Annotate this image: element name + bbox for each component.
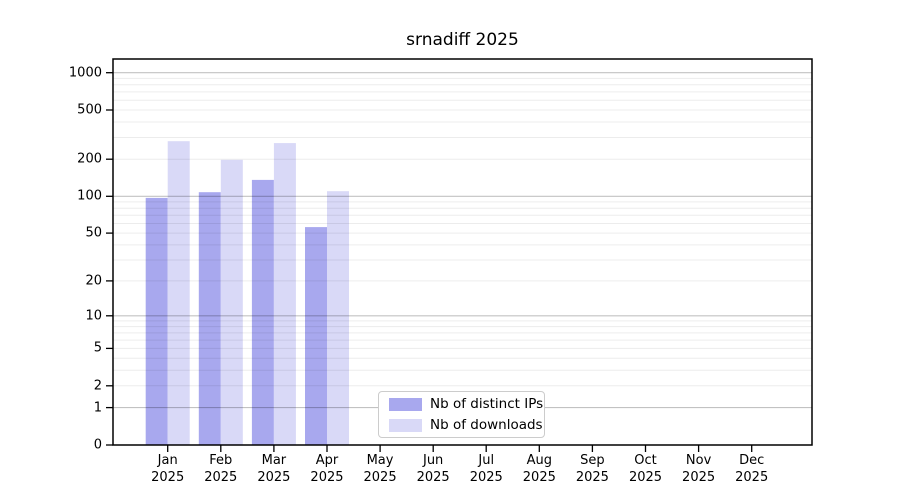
x-tick-label-sep: Sep 2025 <box>575 453 609 485</box>
gridlines-group <box>113 72 812 409</box>
x-tick-label-jul: Jul 2025 <box>469 453 503 485</box>
y-tick-label-2: 2 <box>93 378 102 394</box>
y-tick-label-0: 0 <box>93 437 102 453</box>
bar-distinct-ips-mar <box>251 179 274 445</box>
y-tick-label-1000: 1000 <box>68 65 102 81</box>
y-tick-label-50: 50 <box>85 225 102 241</box>
y-tick-label-5: 5 <box>93 340 102 356</box>
x-tick-label-jun: Jun 2025 <box>416 453 450 485</box>
bar-downloads-feb <box>220 159 243 446</box>
y-tick-label-1: 1 <box>93 400 102 416</box>
y-tick-label-20: 20 <box>85 273 102 289</box>
chart-title: srnadiff 2025 <box>406 30 519 50</box>
y-tick-label-500: 500 <box>77 102 102 118</box>
x-tick-label-mar: Mar 2025 <box>257 453 291 485</box>
bar-distinct-ips-jan <box>145 197 168 445</box>
bar-downloads-jan <box>167 141 190 445</box>
x-tick-label-nov: Nov 2025 <box>682 453 716 485</box>
legend-item-distinct-ips: Nb of distinct IPs <box>389 396 543 412</box>
x-tick-label-feb: Feb 2025 <box>204 453 238 485</box>
legend-item-downloads: Nb of downloads <box>389 417 543 433</box>
y-tick-label-10: 10 <box>85 308 102 324</box>
x-tick-label-jan: Jan 2025 <box>151 453 185 485</box>
y-tick-label-200: 200 <box>77 151 102 167</box>
axes-frame <box>112 58 813 446</box>
bars-group <box>145 141 349 446</box>
x-tick-label-oct: Oct 2025 <box>628 453 663 485</box>
x-tick-label-aug: Aug 2025 <box>522 453 556 485</box>
legend-swatch-downloads <box>389 418 422 432</box>
bar-downloads-apr <box>327 191 349 445</box>
legend-label-downloads: Nb of downloads <box>430 417 543 433</box>
x-tick-label-dec: Dec 2025 <box>735 453 769 485</box>
legend: Nb of distinct IPs Nb of downloads <box>378 391 545 438</box>
legend-swatch-distinct-ips <box>389 397 422 411</box>
tick-marks-group <box>106 72 753 452</box>
bar-distinct-ips-apr <box>305 227 327 445</box>
y-tick-label-100: 100 <box>77 188 102 204</box>
bar-downloads-mar <box>273 143 296 445</box>
bar-distinct-ips-feb <box>198 192 221 445</box>
legend-label-distinct-ips: Nb of distinct IPs <box>430 396 544 412</box>
x-tick-label-may: May 2025 <box>363 453 397 485</box>
x-tick-label-apr: Apr 2025 <box>310 453 344 485</box>
